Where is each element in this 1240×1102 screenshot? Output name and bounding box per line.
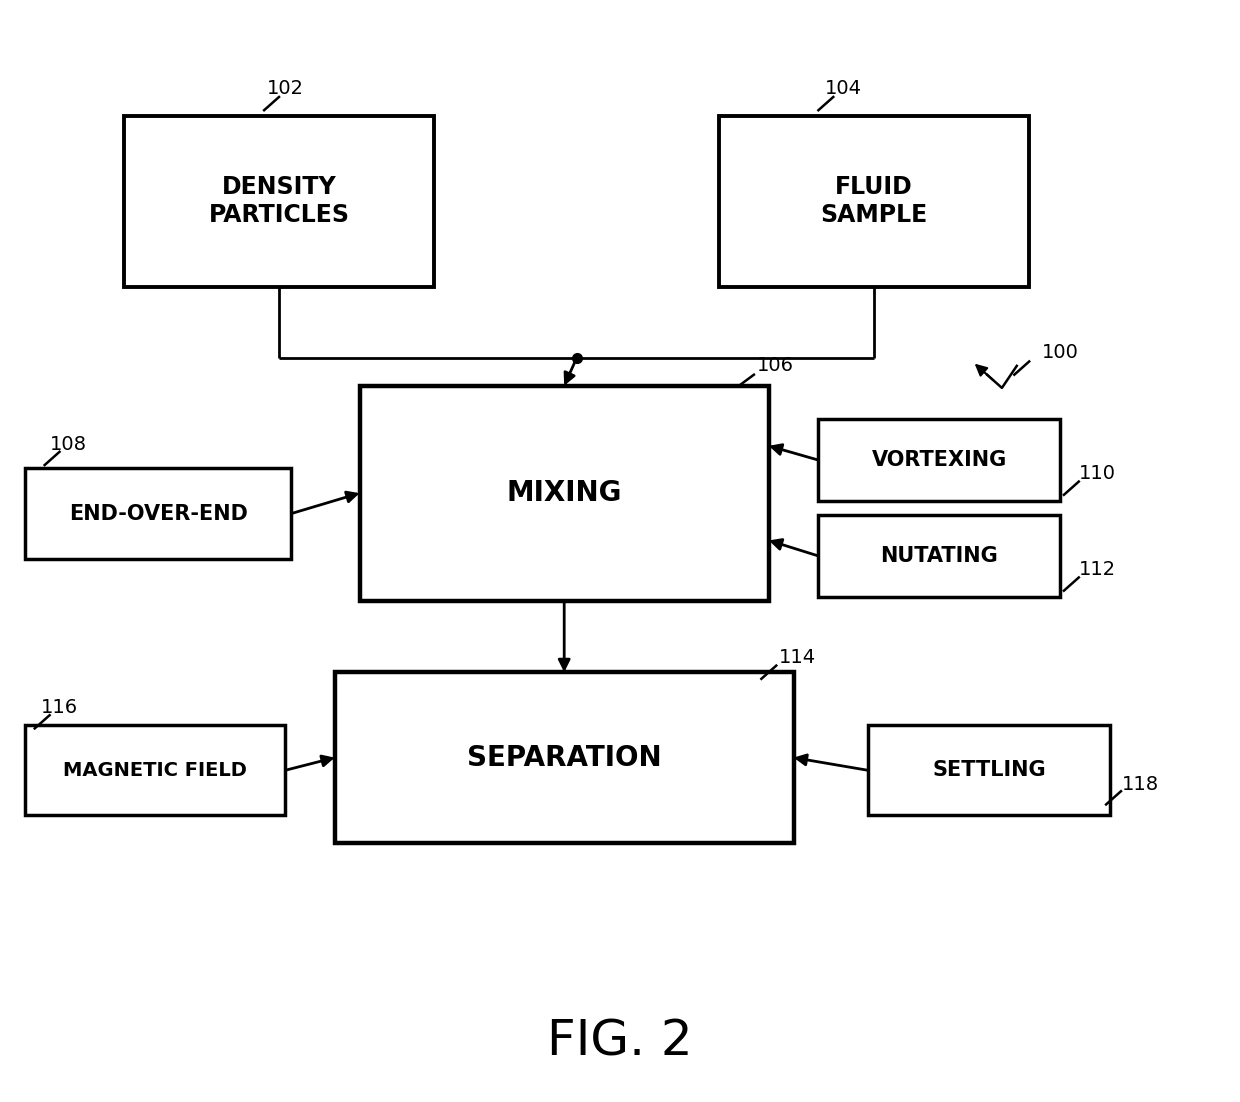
Text: FLUID
SAMPLE: FLUID SAMPLE [821, 175, 928, 227]
FancyBboxPatch shape [335, 672, 794, 843]
FancyBboxPatch shape [360, 386, 769, 601]
Text: 112: 112 [1079, 560, 1116, 580]
Text: SETTLING: SETTLING [932, 760, 1045, 780]
Text: 106: 106 [756, 356, 794, 376]
Text: 104: 104 [825, 78, 862, 98]
Text: 110: 110 [1079, 464, 1116, 484]
Text: 102: 102 [267, 78, 304, 98]
Text: 108: 108 [50, 434, 87, 454]
Text: DENSITY
PARTICLES: DENSITY PARTICLES [208, 175, 350, 227]
Text: END-OVER-END: END-OVER-END [68, 504, 248, 523]
FancyBboxPatch shape [818, 419, 1060, 501]
Text: VORTEXING: VORTEXING [872, 450, 1007, 471]
Text: MAGNETIC FIELD: MAGNETIC FIELD [63, 760, 247, 780]
FancyBboxPatch shape [868, 725, 1110, 815]
Text: SEPARATION: SEPARATION [467, 744, 661, 771]
Text: MIXING: MIXING [506, 479, 622, 507]
FancyBboxPatch shape [719, 116, 1029, 287]
Text: 114: 114 [779, 648, 816, 668]
FancyBboxPatch shape [818, 515, 1060, 597]
FancyBboxPatch shape [25, 468, 291, 559]
FancyBboxPatch shape [124, 116, 434, 287]
Text: NUTATING: NUTATING [880, 545, 998, 566]
FancyBboxPatch shape [25, 725, 285, 815]
Text: 116: 116 [41, 698, 78, 717]
Text: FIG. 2: FIG. 2 [547, 1017, 693, 1066]
Text: 118: 118 [1122, 775, 1159, 795]
Text: 100: 100 [1042, 343, 1079, 363]
